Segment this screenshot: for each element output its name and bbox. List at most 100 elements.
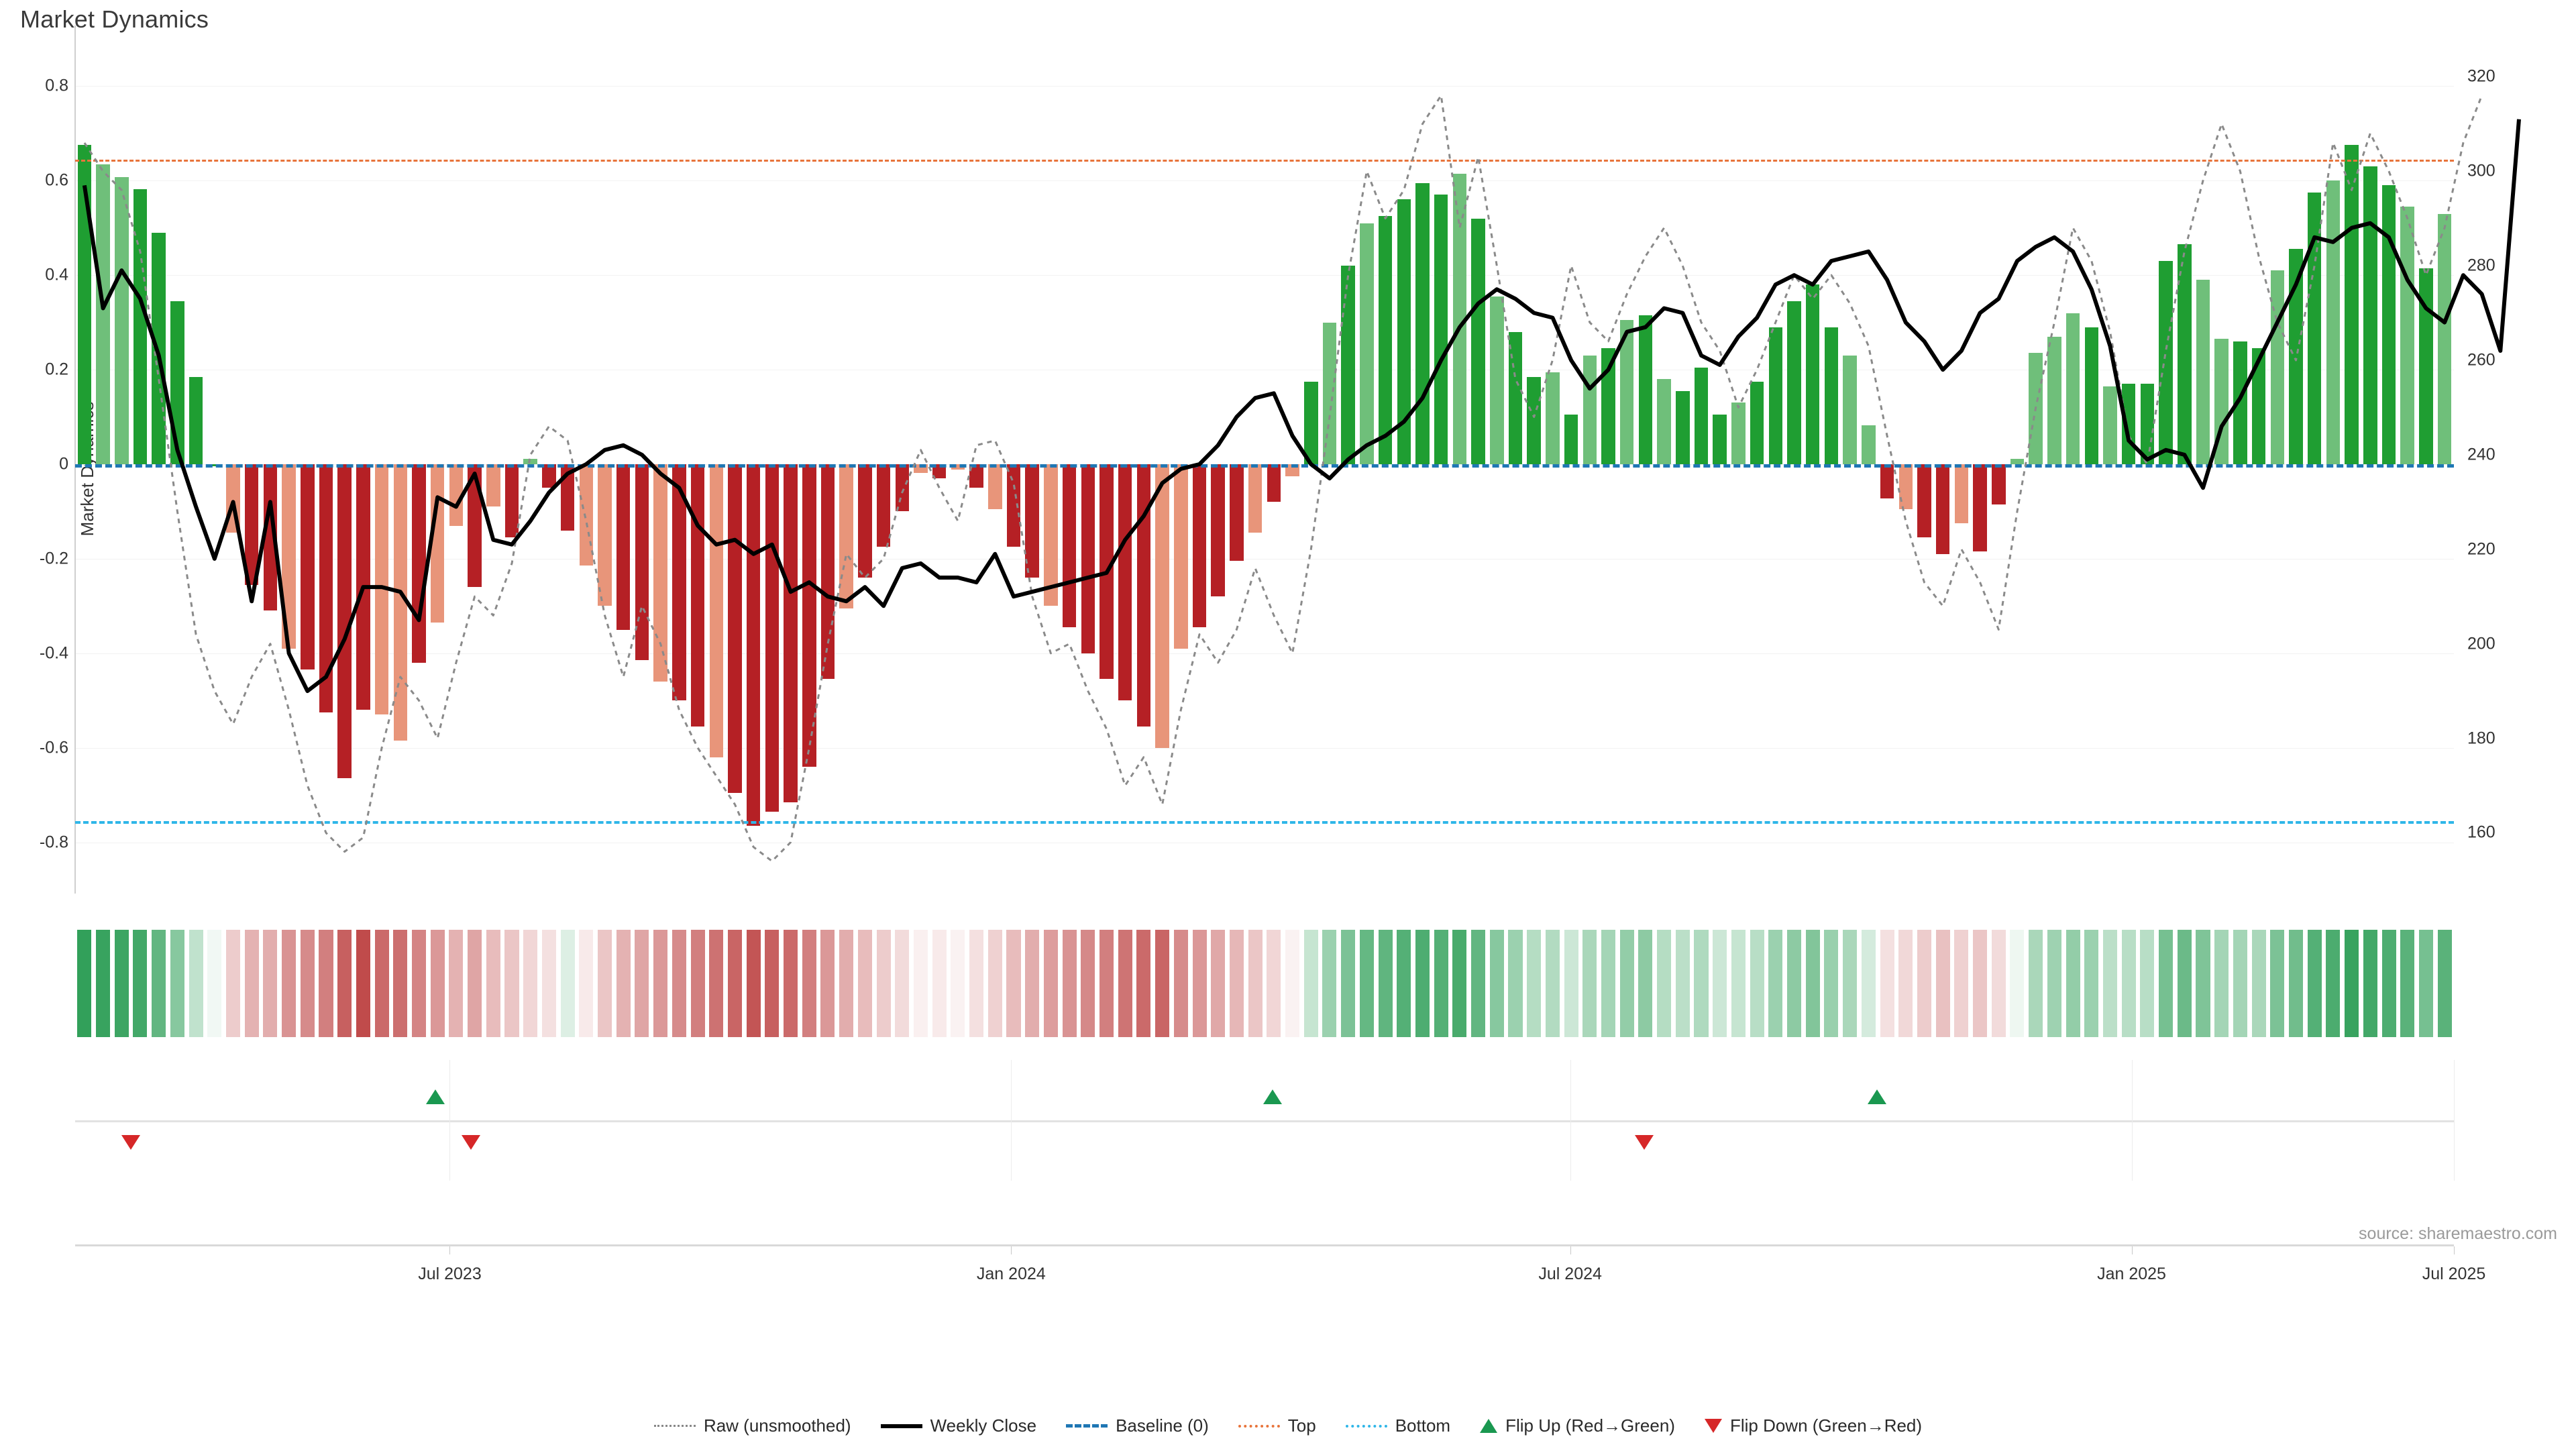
bar[interactable] — [2345, 145, 2359, 464]
heatmap-cell[interactable] — [449, 930, 464, 1037]
heatmap-cell[interactable] — [1638, 930, 1653, 1037]
bar[interactable] — [2419, 268, 2433, 464]
heatmap-cell[interactable] — [1564, 930, 1578, 1037]
legend-item-raw[interactable]: Raw (unsmoothed) — [653, 1415, 851, 1436]
heatmap-cell[interactable] — [486, 930, 500, 1037]
heatmap-cell[interactable] — [1173, 930, 1188, 1037]
bar[interactable] — [1341, 266, 1355, 464]
bar[interactable] — [2065, 313, 2080, 464]
bar[interactable] — [115, 176, 129, 464]
heatmap-cell[interactable] — [2047, 930, 2061, 1037]
heatmap-cell[interactable] — [225, 930, 240, 1037]
bar[interactable] — [598, 464, 612, 606]
heatmap-cell[interactable] — [1750, 930, 1764, 1037]
heatmap-cell[interactable] — [1341, 930, 1356, 1037]
bar[interactable] — [2103, 386, 2117, 464]
bar[interactable] — [1174, 464, 1188, 649]
heatmap-cell[interactable] — [1155, 930, 1170, 1037]
heatmap-cell[interactable] — [523, 930, 538, 1037]
bar[interactable] — [1880, 464, 1894, 498]
bar[interactable] — [1508, 331, 1523, 464]
bar[interactable] — [579, 464, 594, 566]
heatmap-cell[interactable] — [839, 930, 854, 1037]
bar[interactable] — [1619, 320, 1634, 464]
heatmap-cell[interactable] — [2326, 930, 2341, 1037]
heatmap-cell[interactable] — [2270, 930, 2285, 1037]
bar[interactable] — [1490, 296, 1504, 464]
bar[interactable] — [337, 464, 352, 779]
heatmap-cell[interactable] — [987, 930, 1002, 1037]
heatmap-cell[interactable] — [1545, 930, 1560, 1037]
flip-up-marker[interactable] — [1868, 1089, 1887, 1104]
heatmap-cell[interactable] — [1768, 930, 1783, 1037]
bar[interactable] — [1211, 464, 1225, 597]
flip-down-marker[interactable] — [1634, 1135, 1654, 1150]
bar[interactable] — [1527, 376, 1541, 464]
heatmap-cell[interactable] — [1991, 930, 2006, 1037]
bar[interactable] — [1378, 216, 1393, 464]
heatmap-cell[interactable] — [393, 930, 408, 1037]
bar[interactable] — [523, 458, 537, 464]
bar[interactable] — [2084, 327, 2099, 464]
heatmap-cell[interactable] — [374, 930, 389, 1037]
flip-up-marker[interactable] — [1263, 1089, 1283, 1104]
heatmap-cell[interactable] — [2102, 930, 2117, 1037]
bar[interactable] — [820, 464, 835, 680]
heatmap-cell[interactable] — [1267, 930, 1281, 1037]
bar[interactable] — [244, 464, 259, 585]
legend-item-top[interactable]: Top — [1238, 1415, 1316, 1436]
heatmap-cell[interactable] — [2029, 930, 2043, 1037]
heatmap-cell[interactable] — [1489, 930, 1504, 1037]
heatmap-cell[interactable] — [857, 930, 872, 1037]
bar[interactable] — [1676, 390, 1690, 464]
bar[interactable] — [2159, 261, 2173, 464]
flip-down-marker[interactable] — [121, 1135, 141, 1150]
bar[interactable] — [301, 464, 315, 670]
bar[interactable] — [988, 464, 1002, 509]
bar[interactable] — [1768, 327, 1783, 464]
heatmap-cell[interactable] — [616, 930, 631, 1037]
heatmap-cell[interactable] — [1935, 930, 1950, 1037]
heatmap-cell[interactable] — [244, 930, 259, 1037]
heatmap-cell[interactable] — [1322, 930, 1337, 1037]
bar[interactable] — [1118, 464, 1132, 701]
heatmap-cell[interactable] — [282, 930, 297, 1037]
bar[interactable] — [728, 464, 742, 793]
flip-down-marker[interactable] — [462, 1135, 481, 1150]
heatmap-cell[interactable] — [2363, 930, 2377, 1037]
heatmap-cell[interactable] — [2140, 930, 2155, 1037]
bar[interactable] — [1601, 348, 1615, 464]
bar[interactable] — [77, 145, 92, 464]
bar[interactable] — [746, 464, 761, 826]
heatmap-cell[interactable] — [895, 930, 910, 1037]
heatmap-cell[interactable] — [2288, 930, 2304, 1037]
bar[interactable] — [1731, 402, 1746, 464]
bar[interactable] — [1192, 464, 1207, 627]
bar[interactable] — [189, 376, 203, 464]
bar[interactable] — [2047, 336, 2061, 464]
heatmap-cell[interactable] — [96, 930, 111, 1037]
bar[interactable] — [1992, 464, 2006, 504]
heatmap-cell[interactable] — [263, 930, 278, 1037]
heatmap-cell[interactable] — [1099, 930, 1114, 1037]
bar[interactable] — [1434, 195, 1448, 464]
bar[interactable] — [653, 464, 667, 682]
bar[interactable] — [1304, 381, 1318, 464]
heatmap-cell[interactable] — [765, 930, 780, 1037]
heatmap-cell[interactable] — [1248, 930, 1263, 1037]
heatmap-cell[interactable] — [1787, 930, 1802, 1037]
legend-item-baseline[interactable]: Baseline (0) — [1066, 1415, 1209, 1436]
heatmap-cell[interactable] — [2418, 930, 2433, 1037]
heatmap-cell[interactable] — [932, 930, 947, 1037]
bar[interactable] — [1862, 425, 1876, 464]
heatmap-cell[interactable] — [2307, 930, 2322, 1037]
heatmap-cell[interactable] — [2381, 930, 2396, 1037]
heatmap-cell[interactable] — [1861, 930, 1876, 1037]
heatmap-cell[interactable] — [2196, 930, 2210, 1037]
bar[interactable] — [1657, 379, 1671, 464]
bar[interactable] — [802, 464, 816, 767]
heatmap-cell[interactable] — [2177, 930, 2192, 1037]
heatmap-cell[interactable] — [1898, 930, 1913, 1037]
bar[interactable] — [504, 464, 519, 538]
heatmap-cell[interactable] — [746, 930, 761, 1037]
